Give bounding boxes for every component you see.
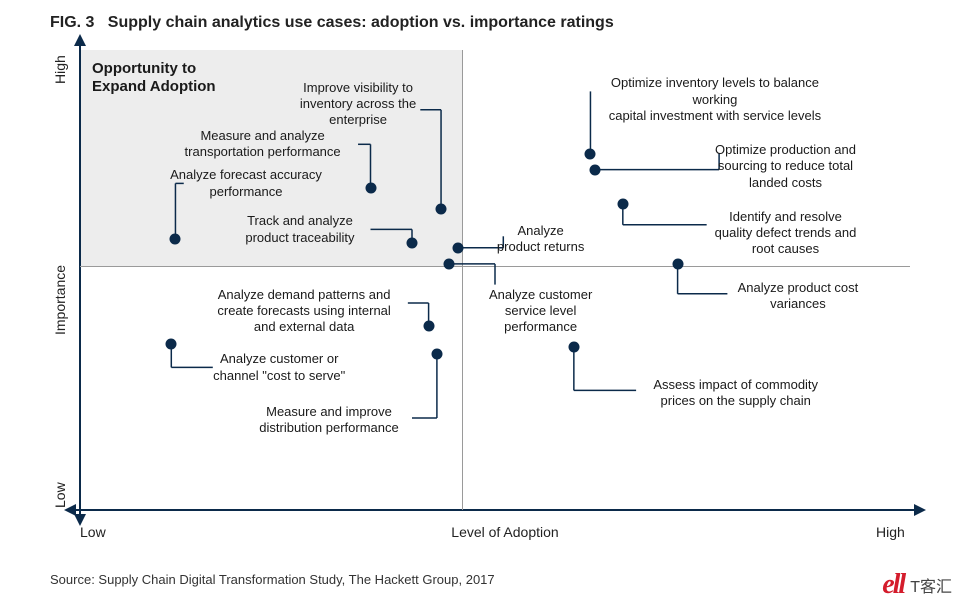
data-label: Measure and improve distribution perform… [219, 404, 439, 437]
x-axis-low: Low [80, 524, 106, 540]
data-point [589, 164, 600, 175]
y-axis-low: Low [52, 482, 68, 508]
data-label: Measure and analyze transportation perfo… [153, 128, 373, 161]
data-label: Optimize production and sourcing to redu… [676, 142, 896, 191]
quadrant-chart: Opportunity to Expand AdoptionImportance… [80, 50, 910, 510]
data-point [672, 258, 683, 269]
x-axis [74, 509, 916, 511]
data-point [444, 258, 455, 269]
data-label: Assess impact of commodity prices on the… [626, 377, 846, 410]
source-line: Source: Supply Chain Digital Transformat… [50, 572, 495, 587]
data-label: Identify and resolve quality defect tren… [676, 209, 896, 258]
data-label: Track and analyze product traceability [190, 213, 410, 246]
watermark-text: T客汇 [910, 573, 952, 597]
data-point [436, 203, 447, 214]
data-label: Analyze customer service level performan… [431, 287, 651, 336]
x-axis-high: High [876, 524, 905, 540]
figure-prefix: FIG. 3 [50, 14, 94, 31]
data-label: Analyze customer or channel "cost to ser… [169, 351, 389, 384]
y-axis-high: High [52, 55, 68, 84]
y-axis [79, 44, 81, 516]
data-label: Analyze product returns [431, 223, 651, 256]
data-point [617, 199, 628, 210]
y-axis-label: Importance [52, 265, 68, 335]
data-point [166, 339, 177, 350]
watermark: ell T客汇 [882, 571, 952, 599]
y-arrow-up [74, 34, 86, 46]
figure-title-text: Supply chain analytics use cases: adopti… [108, 14, 614, 31]
mid-horizontal [80, 266, 910, 267]
data-label: Improve visibility to inventory across t… [248, 80, 468, 129]
data-point [431, 348, 442, 359]
quadrant-heading: Opportunity to Expand Adoption [92, 60, 216, 96]
watermark-logo: ell [882, 571, 904, 599]
figure-title: FIG. 3 Supply chain analytics use cases:… [50, 14, 614, 32]
data-label: Analyze forecast accuracy performance [136, 167, 356, 200]
x-arrow-right [914, 504, 926, 516]
data-point [170, 233, 181, 244]
x-axis-label: Level of Adoption [425, 524, 585, 540]
data-point [585, 148, 596, 159]
data-point [365, 183, 376, 194]
data-label: Analyze product cost variances [688, 280, 908, 313]
data-label: Analyze demand patterns and create forec… [194, 287, 414, 336]
data-label: Optimize inventory levels to balance wor… [605, 75, 825, 124]
data-point [568, 341, 579, 352]
